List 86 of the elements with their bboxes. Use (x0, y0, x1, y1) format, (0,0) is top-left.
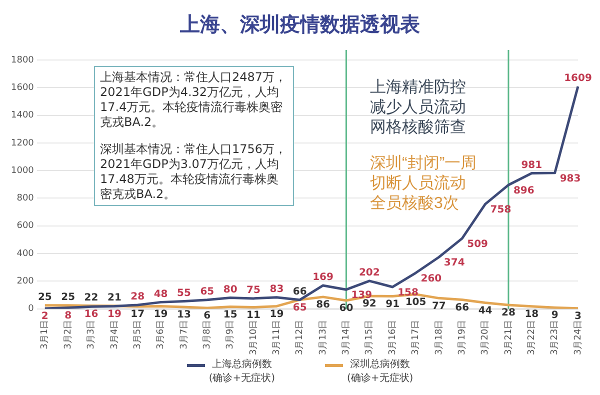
x-tick-label: 3月5日 (132, 320, 143, 350)
x-tick-label: 3月18日 (434, 320, 444, 356)
y-tick-label: 1200 (11, 138, 34, 148)
data-label: 260 (420, 273, 442, 284)
y-tick-label: 400 (16, 248, 34, 259)
data-label: 6 (204, 310, 211, 322)
x-tick-label: 3月7日 (179, 320, 190, 350)
data-label: 75 (246, 285, 261, 296)
data-label: 66 (292, 286, 307, 298)
data-label: 25 (61, 292, 76, 303)
x-tick-label: 3月13日 (318, 320, 328, 356)
data-label: 9 (551, 310, 558, 322)
data-label: 86 (316, 300, 330, 311)
data-label: 3 (574, 311, 582, 322)
data-label: 202 (358, 267, 380, 278)
x-tick-label: 3月11日 (272, 320, 282, 356)
data-label: 28 (502, 308, 516, 319)
data-label: 48 (154, 288, 168, 300)
x-tick-label: 3月22日 (526, 320, 537, 356)
annotation: 上海精准防控减少人员流动网格核酸筛查 (370, 78, 467, 138)
data-label: 15 (223, 309, 238, 320)
data-label: 896 (513, 186, 534, 197)
x-tick-label: 3月24日 (573, 320, 584, 356)
x-tick-label: 3月10日 (248, 320, 259, 356)
data-label: 65 (200, 286, 214, 298)
x-tick-label: 3月21日 (504, 320, 514, 356)
data-label: 55 (177, 288, 191, 299)
x-tick-label: 3月16日 (388, 320, 398, 356)
data-label: 169 (312, 272, 334, 284)
y-tick-label: 800 (16, 194, 34, 204)
y-tick-label: 0 (28, 304, 34, 314)
data-label: 77 (432, 300, 446, 312)
data-label: 509 (467, 239, 488, 250)
annotation: 深圳基本情况：常住人口1756万， 2021年GDP为3.07万亿元，人均17.48万元。本轮疫情流行毒株奥密克戎BA.2。 (100, 142, 288, 202)
data-label: 16 (84, 309, 98, 320)
data-label: 374 (444, 258, 465, 269)
x-tick-label: 3月19日 (457, 320, 468, 356)
y-tick-label: 1800 (11, 55, 34, 66)
annotation: 深圳“封闭”一周切断人员流动全员核酸3次 (370, 154, 478, 214)
y-tick-label: 200 (16, 276, 34, 287)
data-label: 91 (386, 298, 400, 310)
data-label: 60 (339, 303, 354, 314)
legend-label: 深圳总病例数 (确诊+无症状) (347, 358, 414, 386)
x-tick-label: 3月14日 (342, 320, 352, 356)
chart-title: 上海、深圳疫情数据透视表 (179, 11, 421, 38)
data-label: 983 (560, 174, 581, 185)
data-label: 66 (455, 302, 470, 314)
x-tick-label: 3月9日 (226, 320, 236, 350)
x-tick-label: 3月6日 (156, 320, 166, 350)
data-label: 11 (246, 310, 261, 321)
data-label: 2 (41, 311, 48, 322)
data-label: 18 (524, 308, 539, 320)
data-label: 1609 (564, 72, 592, 84)
y-tick-label: 1600 (11, 82, 34, 93)
x-tick-label: 3月17日 (411, 320, 422, 356)
y-tick-label: 1000 (11, 166, 34, 176)
data-label: 25 (38, 292, 52, 303)
data-label: 19 (154, 308, 168, 320)
data-label: 44 (478, 305, 492, 316)
x-tick-label: 3月23日 (550, 320, 560, 356)
data-label: 19 (270, 308, 284, 320)
data-label: 22 (84, 292, 98, 304)
data-label: 13 (177, 310, 191, 321)
data-label: 28 (130, 292, 145, 303)
x-tick-label: 3月20日 (480, 320, 491, 356)
x-tick-label: 3月15日 (364, 320, 375, 356)
legend-label: 上海总病例数 (确诊+无症状) (208, 358, 275, 386)
x-tick-label: 3月1日 (40, 320, 50, 350)
data-label: 92 (362, 298, 376, 310)
data-label: 65 (292, 302, 307, 314)
data-label: 21 (107, 292, 122, 304)
data-label: 19 (107, 308, 122, 320)
y-tick-label: 600 (16, 221, 34, 232)
data-label: 17 (130, 309, 145, 320)
y-tick-label: 1400 (11, 110, 34, 121)
x-tick-label: 3月8日 (202, 320, 212, 350)
x-tick-label: 3月4日 (110, 320, 120, 350)
data-label: 981 (521, 160, 542, 171)
data-label: 80 (223, 284, 238, 296)
data-label: 8 (64, 310, 72, 322)
x-tick-label: 3月2日 (63, 320, 74, 350)
annotation: 上海基本情况：常住人口2487万，2021年GDP为4.32万亿元，人均17.4万元。本轮疫情流行毒株奥密克戎BA.2。 (100, 70, 288, 130)
data-label: 105 (405, 296, 426, 308)
data-label: 83 (270, 284, 284, 295)
x-tick-label: 3月12日 (295, 320, 306, 356)
x-tick-label: 3月3日 (86, 320, 97, 350)
